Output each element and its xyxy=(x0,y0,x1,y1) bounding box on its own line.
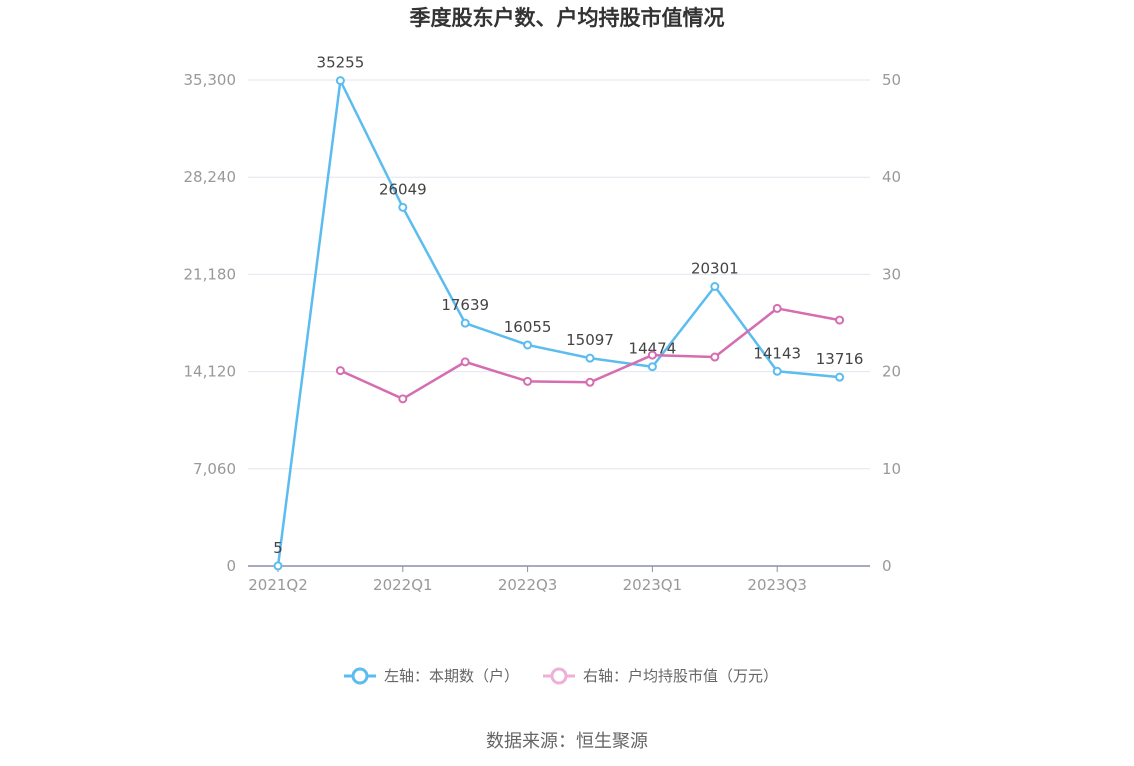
data-point xyxy=(772,366,782,376)
legend-label-right: 右轴：户均持股市值（万元） xyxy=(583,667,778,685)
data-point xyxy=(835,315,845,325)
left-tick-label: 35,300 xyxy=(184,71,237,89)
data-label: 14474 xyxy=(629,340,677,358)
left-tick-label: 14,120 xyxy=(184,363,237,381)
right-tick-label: 30 xyxy=(882,265,901,283)
x-tick-label: 2023Q1 xyxy=(623,576,683,594)
x-axis: 2021Q2 2022Q1 2022Q3 2023Q1 2023Q3 xyxy=(248,565,870,594)
x-tick-label: 2022Q1 xyxy=(373,576,433,594)
data-point xyxy=(710,282,720,292)
data-point xyxy=(585,377,595,387)
right-axis-ticks: 0 10 20 30 40 50 xyxy=(882,71,901,575)
data-label: 14143 xyxy=(753,344,801,362)
left-tick-label: 0 xyxy=(226,557,236,575)
data-point xyxy=(523,376,533,386)
data-point xyxy=(523,340,533,350)
series-left: 5 35255 26049 17639 16055 15097 14474 20301 1414… xyxy=(273,54,864,571)
data-label: 26049 xyxy=(379,180,427,198)
right-tick-label: 50 xyxy=(882,71,901,89)
right-tick-label: 10 xyxy=(882,460,901,478)
data-point xyxy=(460,357,470,367)
x-tick-label: 2023Q3 xyxy=(747,576,807,594)
data-label: 20301 xyxy=(691,260,739,278)
legend-item-left[interactable]: 左轴：本期数（户） xyxy=(344,667,519,685)
x-tick-label: 2021Q2 xyxy=(248,576,308,594)
left-axis-ticks: 0 7,060 14,120 21,180 28,240 35,300 xyxy=(184,71,237,575)
series-right xyxy=(335,303,845,404)
grid xyxy=(248,79,870,470)
legend-marker-right xyxy=(550,667,568,685)
legend-item-right[interactable]: 右轴：户均持股市值（万元） xyxy=(543,667,778,685)
source-note: 数据来源：恒生聚源 xyxy=(486,731,648,752)
series-line xyxy=(276,79,840,567)
right-tick-label: 40 xyxy=(882,168,901,186)
data-point xyxy=(835,372,845,382)
data-point xyxy=(710,352,720,362)
chart-title: 季度股东户数、户均持股市值情况 xyxy=(410,6,725,30)
right-tick-label: 20 xyxy=(882,363,901,381)
data-point xyxy=(335,366,345,376)
left-tick-label: 28,240 xyxy=(184,168,237,186)
data-point xyxy=(335,76,345,86)
right-tick-label: 0 xyxy=(882,557,892,575)
data-point xyxy=(585,353,595,363)
data-label: 5 xyxy=(273,539,283,557)
data-label: 16055 xyxy=(504,318,552,336)
legend-label-left: 左轴：本期数（户） xyxy=(384,667,519,685)
data-label: 17639 xyxy=(441,296,489,314)
data-label: 35255 xyxy=(317,54,365,72)
legend: 左轴：本期数（户） 右轴：户均持股市值（万元） xyxy=(344,667,778,685)
series-layer: 5 35255 26049 17639 16055 15097 14474 20301 1414… xyxy=(273,54,864,571)
data-point xyxy=(460,318,470,328)
data-point xyxy=(398,202,408,212)
data-point xyxy=(647,362,657,372)
data-point xyxy=(647,350,657,360)
legend-marker-left xyxy=(351,667,369,685)
x-tick-label: 2022Q3 xyxy=(498,576,558,594)
data-point xyxy=(273,561,283,571)
data-label: 15097 xyxy=(566,331,614,349)
data-point xyxy=(398,394,408,404)
left-tick-label: 7,060 xyxy=(193,460,236,478)
data-point xyxy=(772,303,782,313)
data-label: 13716 xyxy=(816,350,864,368)
left-tick-label: 21,180 xyxy=(184,265,237,283)
